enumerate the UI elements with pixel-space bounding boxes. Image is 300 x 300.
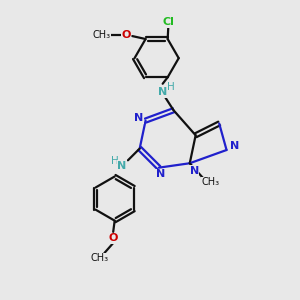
Text: CH₃: CH₃ — [91, 254, 109, 263]
Text: O: O — [121, 31, 130, 40]
Text: N: N — [117, 160, 127, 171]
Text: H: H — [111, 156, 119, 166]
Text: N: N — [158, 87, 167, 97]
Text: N: N — [156, 169, 165, 179]
Text: Cl: Cl — [162, 17, 174, 27]
Text: N: N — [190, 166, 199, 176]
Text: H: H — [167, 82, 175, 92]
Text: N: N — [230, 142, 239, 152]
Text: CH₃: CH₃ — [201, 177, 219, 188]
Text: CH₃: CH₃ — [92, 31, 110, 40]
Text: O: O — [109, 233, 118, 243]
Text: N: N — [134, 113, 144, 123]
